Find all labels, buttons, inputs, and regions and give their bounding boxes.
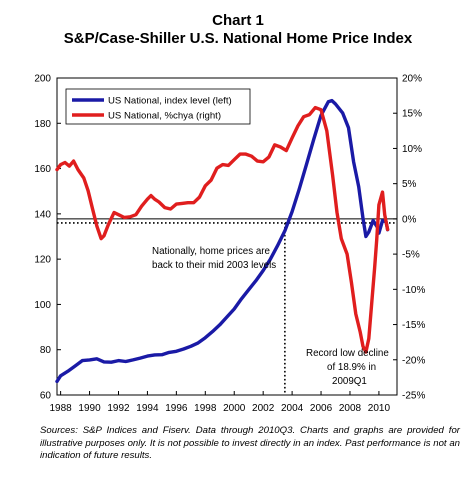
line-chart: 60 80 100 120 140 160 180 200 -25% -20% -15% -10% -5… [34,74,425,415]
series-lines [55,98,390,384]
x-axis-tick-label: 1990 [78,403,101,414]
right-axis-tick-label: -15% [402,320,425,331]
left-axis-tick-label: 180 [34,119,51,130]
right-axis-tick-label: -20% [402,355,425,366]
source-note: Sources: S&P Indices and Fiserv. Data th… [40,425,460,461]
legend-label-index: US National, index level (left) [108,96,232,107]
left-axis-tick-label: 80 [40,345,52,356]
x-axis-tick-label: 1988 [49,403,72,414]
yoy-change-line [55,105,390,354]
x-axis-tick-label: 2004 [281,403,304,414]
right-axis-tick-label: -25% [402,391,425,402]
right-axis-tick-label: 10% [402,144,422,155]
tick-labels: 60 80 100 120 140 160 180 200 -25% -20% -15% -10% -5… [34,74,425,415]
left-axis-tick-label: 100 [34,300,51,311]
annotation-text: Record low decline [306,348,389,359]
x-axis-tick-label: 1992 [107,403,130,414]
plot-border [56,77,398,396]
right-axis-tick-label: 5% [402,179,417,190]
annotations: Nationally, home prices are back to their… [152,246,389,387]
x-axis-tick-label: 2010 [368,403,391,414]
annotation-text: 2009Q1 [332,376,367,387]
annotation-text: back to their mid 2003 levels [152,260,276,271]
x-axis-tick-label: 1998 [194,403,217,414]
legend-box [65,88,251,125]
right-axis-tick-label: 20% [402,74,422,85]
index-level-line [55,98,390,384]
right-axis-tick-label: -10% [402,285,425,296]
x-axis-tick-label: 1994 [136,403,159,414]
right-axis-tick-label: 15% [402,109,422,120]
left-axis-tick-label: 120 [34,255,51,266]
legend-label-change: US National, %chya (right) [108,111,221,122]
left-axis-tick-label: 160 [34,164,51,175]
x-axis-tick-label: 2008 [339,403,362,414]
chart-subtitle: S&P/Case-Shiller U.S. National Home Pric… [63,30,413,47]
right-axis-tick-label: -5% [402,250,420,261]
x-axis-tick-label: 2000 [223,403,246,414]
x-axis-tick-label: 1996 [165,403,188,414]
annotation-text: of 18.9% in [327,362,376,373]
legend: US National, index level (left) US Nation… [65,88,251,125]
left-axis-tick-label: 60 [40,391,52,402]
left-axis-tick-label: 140 [34,209,51,220]
x-axis-tick-label: 2006 [310,403,333,414]
reference-lines [57,218,397,395]
chart-title: Chart 1 [212,12,264,29]
left-axis-tick-label: 200 [34,74,51,85]
chart-frame [56,77,398,396]
annotation-text: Nationally, home prices are [152,246,271,257]
x-axis-tick-label: 2002 [252,403,275,414]
right-axis-tick-label: 0% [402,214,417,225]
